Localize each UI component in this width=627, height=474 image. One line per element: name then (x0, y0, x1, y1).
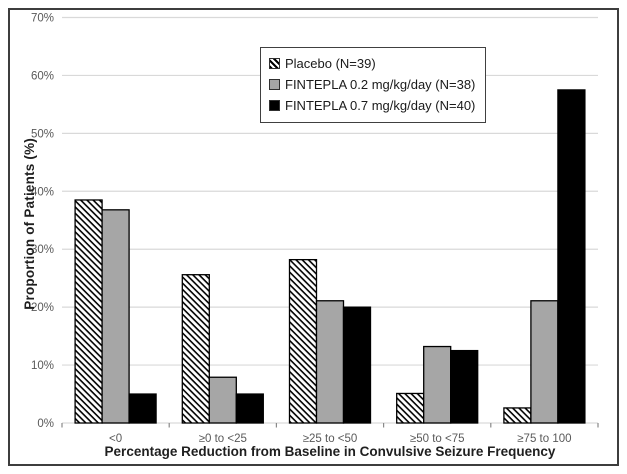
bar (128, 393, 157, 424)
bar (450, 349, 479, 424)
legend-item: FINTEPLA 0.2 mg/kg/day (N=38) (269, 74, 475, 95)
bar (503, 407, 532, 424)
bar (101, 209, 130, 424)
legend-swatch-fintepla-07-icon (269, 100, 280, 111)
y-tick-label: 50% (31, 128, 54, 140)
bar (396, 392, 425, 424)
y-tick-label: 60% (31, 70, 54, 82)
x-tick-label: <0 (109, 433, 122, 445)
bar (288, 258, 318, 424)
x-axis-title: Percentage Reduction from Baseline in Co… (104, 444, 556, 459)
bar (74, 199, 103, 424)
legend-swatch-fintepla-02-icon (269, 79, 280, 90)
legend-swatch-placebo-icon (269, 58, 280, 69)
bar (181, 274, 210, 424)
bar (208, 376, 237, 424)
bar (557, 89, 586, 424)
y-tick-label: 40% (31, 186, 54, 198)
y-tick-label: 10% (31, 360, 54, 372)
legend-item: FINTEPLA 0.7 mg/kg/day (N=40) (269, 95, 475, 116)
y-tick-label: 30% (31, 244, 54, 256)
chart-legend: Placebo (N=39) FINTEPLA 0.2 mg/kg/day (N… (260, 47, 487, 123)
x-tick-label: ≥75 to 100 (517, 433, 571, 445)
y-tick-label: 0% (37, 418, 54, 430)
x-tick-label: ≥0 to <25 (199, 433, 247, 445)
legend-label: Placebo (N=39) (285, 56, 376, 71)
x-tick-label: ≥50 to <75 (410, 433, 465, 445)
legend-label: FINTEPLA 0.2 mg/kg/day (N=38) (285, 77, 476, 92)
legend-label: FINTEPLA 0.7 mg/kg/day (N=40) (285, 98, 476, 113)
bar (342, 306, 372, 424)
bar (530, 300, 559, 424)
bar (235, 393, 264, 424)
legend-item: Placebo (N=39) (269, 53, 475, 74)
y-tick-label: 70% (31, 13, 54, 25)
bar (423, 345, 452, 424)
chart-frame: 0% 10% 20% 30% 40% 50% 60% 70% <0 ≥0 to <25 ≥25 to… (8, 8, 619, 466)
x-tick-label: ≥25 to <50 (303, 433, 358, 445)
chart-canvas: 0% 10% 20% 30% 40% 50% 60% 70% <0 ≥0 to <25 ≥25 to… (31, 13, 599, 445)
y-tick-label: 20% (31, 302, 54, 314)
bar (315, 300, 345, 424)
